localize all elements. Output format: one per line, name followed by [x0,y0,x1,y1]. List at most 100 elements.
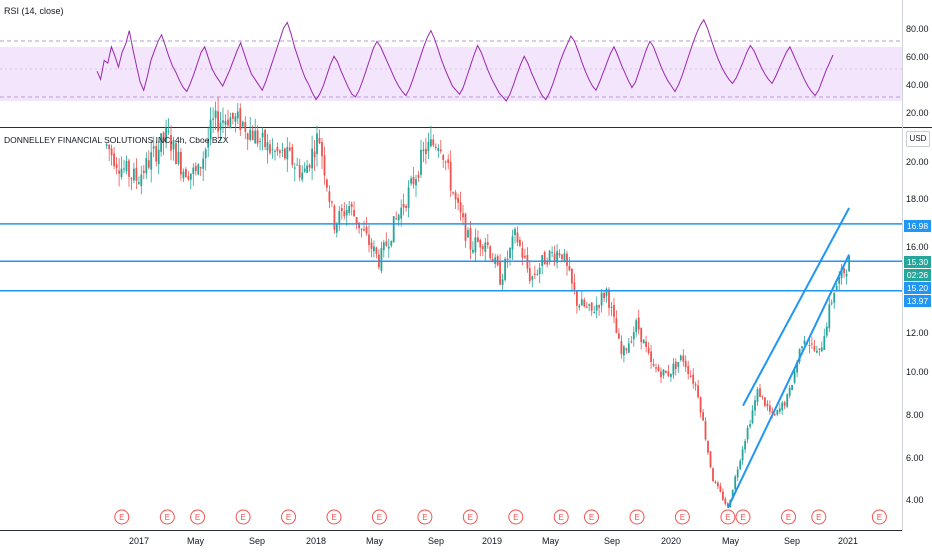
earnings-marker[interactable] [159,509,175,525]
candle-body [202,158,205,169]
candle-body [293,167,296,169]
candle-body [256,130,259,144]
candle-body [348,206,351,213]
candle-body [610,306,613,308]
candle-body [180,152,182,175]
earnings-marker[interactable] [629,509,645,525]
earnings-marker-label: E [877,513,882,522]
candle-body [271,149,274,150]
candle-body [751,410,754,423]
candle-body [120,168,123,177]
earnings-marker[interactable] [674,509,690,525]
candle-body [380,248,383,271]
candle-body [365,227,368,234]
candle-body [791,385,793,391]
earnings-marker[interactable] [462,509,478,525]
earnings-marker[interactable] [720,509,736,525]
candle-body [524,255,526,258]
candle-body [167,130,170,132]
candle-body [556,251,558,263]
candle-body [123,168,125,170]
candle-body [338,211,341,225]
earnings-marker[interactable] [281,509,296,525]
candle-body [682,355,685,362]
earnings-marker[interactable] [417,509,433,525]
candle-body [501,279,504,286]
earnings-marker[interactable] [508,509,524,525]
candle-body [331,201,333,203]
candle-body [430,139,432,147]
candle-body [662,369,665,376]
earnings-marker[interactable] [735,509,751,525]
candle-body [199,167,202,169]
candle-body [402,204,405,208]
earnings-marker[interactable] [114,509,130,525]
candle-body [392,216,395,243]
currency-badge[interactable]: USD [906,131,930,147]
candle-body [771,411,774,414]
candle-body [241,121,244,127]
earnings-marker[interactable] [235,509,251,525]
candle-body [197,164,200,175]
candle-body [410,178,412,184]
earnings-marker[interactable] [326,509,342,525]
rsi-tick-40: 40.00 [906,80,929,90]
earnings-marker[interactable] [781,509,796,525]
price-tick-4: 4.00 [906,495,924,505]
candle-body [439,149,442,152]
candle-body [722,491,724,500]
candle-body [395,218,398,220]
candle-body [677,362,680,367]
candle-body [239,108,242,130]
candle-body [219,122,222,130]
candle-body [286,147,289,160]
x-tick-2021: 2021 [838,536,859,546]
candle-body [353,209,355,217]
candle-body [756,389,759,402]
earnings-marker[interactable] [584,509,599,525]
candle-body [434,146,437,148]
candle-body [326,179,328,188]
candle-body [170,135,172,151]
candle-body [538,267,541,274]
earnings-marker[interactable] [811,509,827,525]
candle-body [697,385,699,398]
earnings-marker[interactable] [553,509,569,525]
candle-body [499,262,501,285]
candle-body [848,256,850,272]
candle-body [425,148,427,154]
price-label-16-98: 16.98 [904,220,931,232]
candle-body [823,336,826,350]
candle-body [504,258,506,280]
candle-body [835,285,838,292]
candle-body [232,112,234,119]
candle-body [798,349,801,362]
candle-body [590,302,593,311]
candle-body [699,397,702,413]
candle-body [793,371,796,383]
candle-body [769,405,771,412]
price-label-15-30: 15.30 [904,256,931,268]
candle-body [368,234,370,245]
candle-body [234,116,237,122]
candle-body [707,440,709,453]
candle-body [588,304,591,306]
earnings-marker[interactable] [871,509,887,525]
price-label-13-97: 13.97 [904,295,931,307]
candle-body [432,139,435,146]
price-tick-16: 16.00 [906,242,929,252]
earnings-marker[interactable] [190,509,206,525]
candle-body [726,503,729,507]
candle-body [355,217,358,225]
candle-body [462,213,464,218]
candle-body [811,343,813,345]
earnings-marker-label: E [786,513,791,522]
candle-body [222,120,224,123]
countdown-label: 02:26 [904,269,931,281]
earnings-marker-label: E [240,513,245,522]
x-tick-may-2018: May [366,536,384,546]
candle-body [563,253,566,261]
earnings-marker[interactable] [371,509,387,525]
candle-body [142,170,145,173]
